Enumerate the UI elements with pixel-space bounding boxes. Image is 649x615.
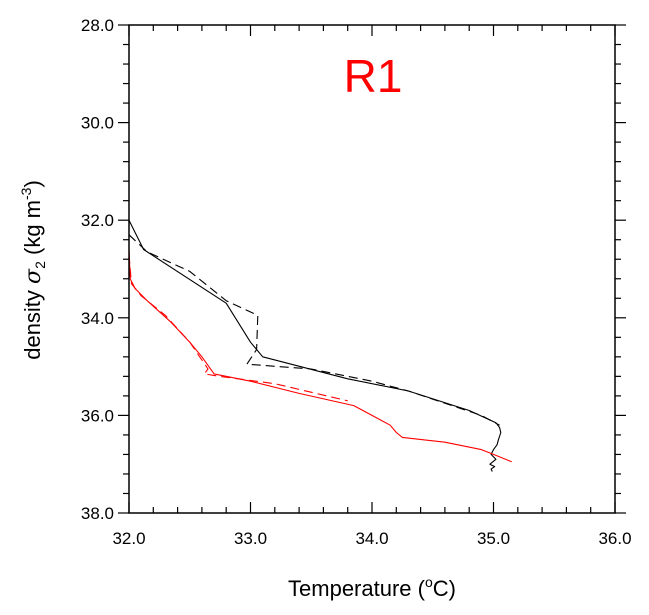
y-tick-label: 28.0	[81, 16, 114, 35]
series-line-1	[128, 219, 502, 472]
tick-labels: 32.0 33.0 34.0 35.0 36.0 28.0 30.0 32.0 34.0 36.0…	[81, 16, 632, 548]
series-line-2	[128, 234, 500, 426]
panel-label: R1	[344, 50, 403, 102]
x-tick-label: 36.0	[598, 529, 631, 548]
y-tick-label: 34.0	[81, 309, 114, 328]
tick-marks	[118, 24, 626, 514]
y-tick-label: 32.0	[81, 211, 114, 230]
x-tick-label: 32.0	[112, 529, 145, 548]
x-tick-label: 35.0	[477, 529, 510, 548]
plot-frame	[128, 24, 616, 514]
x-axis-title: Temperature (oC)	[288, 574, 456, 601]
series-line-3	[128, 249, 512, 463]
series-layer	[128, 219, 512, 472]
x-tick-label: 33.0	[234, 529, 267, 548]
x-tick-label: 34.0	[355, 529, 388, 548]
y-axis-title: density σ2 (kg m-3)	[18, 180, 48, 360]
y-tick-label: 36.0	[81, 406, 114, 425]
y-tick-label: 30.0	[81, 114, 114, 133]
series-line-4	[128, 254, 348, 402]
y-tick-label: 38.0	[81, 504, 114, 523]
